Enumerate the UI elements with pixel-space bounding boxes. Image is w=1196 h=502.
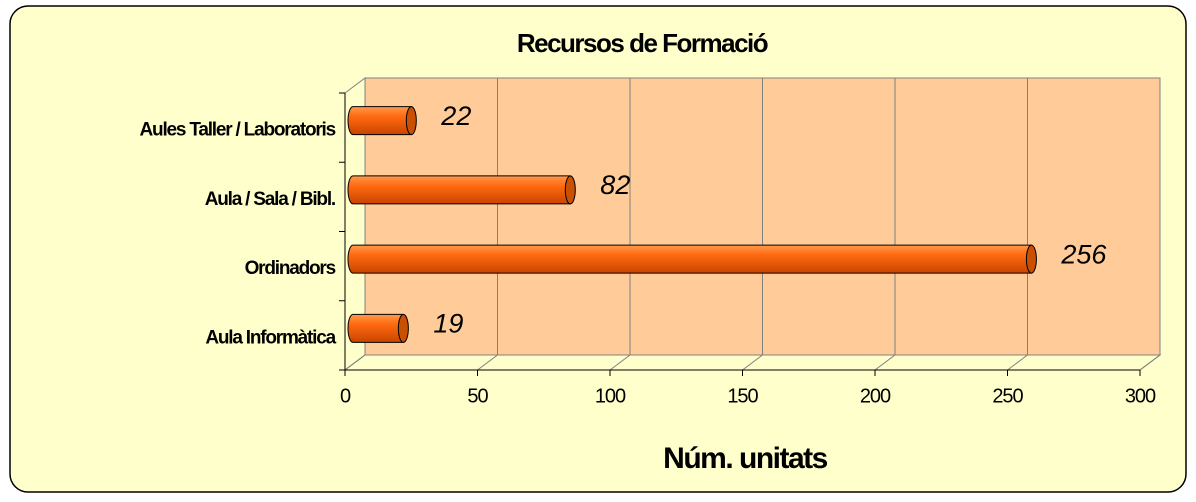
x-axis-title: Núm. unitats — [663, 442, 827, 475]
x-tick-label: 150 — [727, 385, 758, 407]
x-tick-label: 100 — [595, 385, 626, 407]
bar — [347, 313, 404, 343]
floor-grid-line — [609, 354, 631, 371]
floor-grid-line — [742, 354, 763, 371]
bar — [347, 175, 571, 205]
x-tick-label: 200 — [860, 385, 891, 407]
bar-end — [397, 313, 409, 343]
x-tick-label: 250 — [992, 385, 1023, 407]
floor-grid-line — [477, 354, 498, 371]
bar — [347, 244, 1032, 274]
value-label: 22 — [440, 101, 471, 131]
x-tick-label: 0 — [340, 385, 351, 407]
floor-grid-line — [1007, 354, 1028, 371]
y-tick-label: Aula Informàtica — [205, 327, 336, 348]
bar-end — [1025, 244, 1037, 274]
bar-end — [405, 106, 417, 136]
y-tick-label: Aula / Sala / Bibl. — [205, 189, 335, 210]
bar-end — [564, 175, 576, 205]
floor-grid-line — [874, 354, 896, 371]
x-tick-label: 300 — [1125, 385, 1156, 407]
floor-grid-line — [1139, 354, 1161, 371]
bar — [347, 106, 412, 136]
value-label: 256 — [1060, 239, 1107, 269]
chart-title: Recursos de Formació — [517, 28, 768, 58]
y-tick-label: Ordinadors — [245, 258, 336, 279]
value-label: 82 — [600, 170, 630, 200]
floor-grid-line — [344, 354, 366, 371]
value-label: 19 — [433, 309, 463, 339]
x-tick-label: 50 — [467, 385, 488, 407]
y-tick-label: Aules Taller / Laboratoris — [140, 120, 336, 141]
